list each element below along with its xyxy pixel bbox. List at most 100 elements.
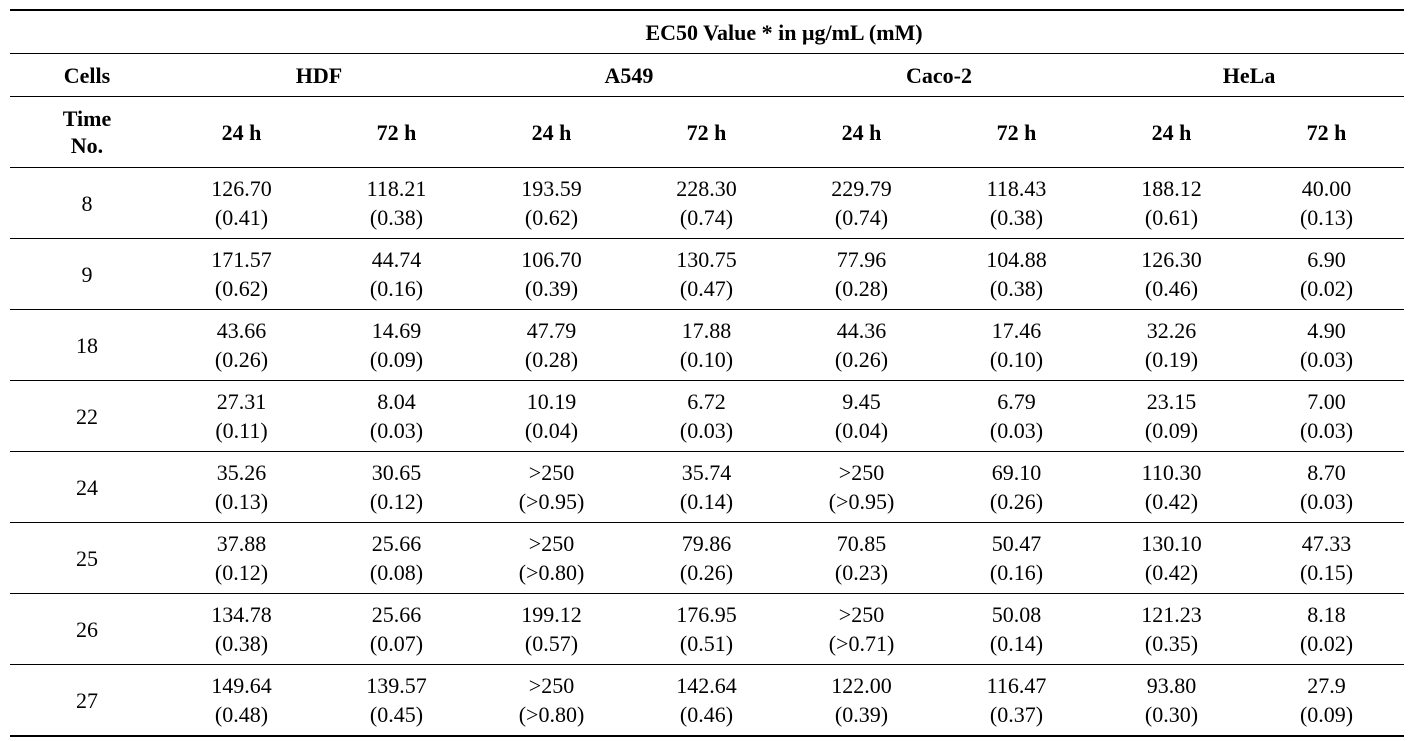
ec50-molar-value: (0.26) (989, 489, 1044, 514)
ec50-cell: 43.66 (0.26) (164, 309, 319, 381)
ec50-cell: 69.10 (0.26) (939, 451, 1094, 523)
ec50-cell: 30.65 (0.12) (319, 451, 474, 523)
ec50-molar-value: (0.62) (214, 276, 269, 301)
compound-number: 22 (10, 380, 164, 452)
ec50-molar-value: (0.38) (989, 276, 1044, 301)
table-row: 8 126.70 (0.41) 118.21 (0.38) 193.59 (0.62) 228… (10, 167, 1405, 239)
time-header: 72 h (319, 96, 474, 168)
ec50-value: 229.79 (831, 176, 892, 201)
ec50-molar-value: (>0.80) (518, 560, 585, 585)
ec50-molar-value: (0.46) (1144, 276, 1199, 301)
ec50-molar-value: (0.12) (369, 489, 424, 514)
ec50-cell: 228.30 (0.74) (629, 167, 784, 239)
ec50-value: 10.19 (526, 389, 577, 414)
ec50-molar-value: (0.35) (1144, 631, 1199, 656)
ec50-cell: 37.88 (0.12) (164, 522, 319, 594)
compound-number: 18 (10, 309, 164, 381)
ec50-value: 32.26 (1146, 318, 1197, 343)
table-row: 18 43.66 (0.26) 14.69 (0.09) 47.79 (0.28) 17.88… (10, 309, 1405, 381)
ec50-value: 70.85 (836, 531, 887, 556)
ec50-value: 27.31 (216, 389, 267, 414)
ec50-value: 121.23 (1141, 602, 1202, 627)
ec50-molar-value: (0.38) (989, 205, 1044, 230)
ec50-value: 8.18 (1307, 602, 1346, 627)
ec50-cell: 130.10 (0.42) (1094, 522, 1249, 594)
ec50-value: 118.43 (986, 176, 1047, 201)
ec50-value: 7.00 (1307, 389, 1346, 414)
ec50-molar-value: (0.26) (834, 347, 889, 372)
ec50-molar-value: (0.09) (1299, 702, 1354, 727)
ec50-molar-value: (0.16) (989, 560, 1044, 585)
ec50-cell: 70.85 (0.23) (784, 522, 939, 594)
ec50-molar-value: (0.04) (524, 418, 579, 443)
ec50-value: 23.15 (1146, 389, 1197, 414)
ec50-cell: 17.46 (0.10) (939, 309, 1094, 381)
ec50-cell: 6.79 (0.03) (939, 380, 1094, 452)
ec50-molar-value: (0.38) (214, 631, 269, 656)
time-header: 24 h (474, 96, 629, 168)
ec50-molar-value: (0.03) (369, 418, 424, 443)
time-label: Time (62, 106, 112, 131)
table-row: 9 171.57 (0.62) 44.74 (0.16) 106.70 (0.39) 130.… (10, 238, 1405, 310)
ec50-molar-value: (0.14) (989, 631, 1044, 656)
ec50-cell: 126.30 (0.46) (1094, 238, 1249, 310)
ec50-value: 17.46 (991, 318, 1042, 343)
ec50-cell: 171.57 (0.62) (164, 238, 319, 310)
ec50-molar-value: (0.02) (1299, 276, 1354, 301)
ec50-cell: 134.78 (0.38) (164, 593, 319, 665)
ec50-value: 130.10 (1141, 531, 1202, 556)
ec50-cell: 10.19 (0.04) (474, 380, 629, 452)
ec50-value: 35.26 (216, 460, 267, 485)
ec50-value: 9.45 (842, 389, 881, 414)
ec50-cell: 229.79 (0.74) (784, 167, 939, 239)
ec50-molar-value: (0.74) (834, 205, 889, 230)
ec50-molar-value: (0.26) (679, 560, 734, 585)
ec50-molar-value: (0.28) (834, 276, 889, 301)
ec50-molar-value: (0.09) (1144, 418, 1199, 443)
ec50-value: >250 (528, 460, 575, 485)
ec50-value: 44.36 (836, 318, 887, 343)
ec50-molar-value: (0.38) (369, 205, 424, 230)
compound-number: 24 (10, 451, 164, 523)
ec50-value: >250 (528, 531, 575, 556)
ec50-molar-value: (0.19) (1144, 347, 1199, 372)
ec50-molar-value: (0.39) (834, 702, 889, 727)
ec50-value: 106.70 (521, 247, 582, 272)
ec50-molar-value: (0.74) (679, 205, 734, 230)
ec50-value: 188.12 (1141, 176, 1202, 201)
ec50-cell: 27.31 (0.11) (164, 380, 319, 452)
ec50-molar-value: (>0.95) (518, 489, 585, 514)
ec50-value: 27.9 (1307, 673, 1346, 698)
cell-line-header-a549: A549 (474, 53, 784, 97)
ec50-value: 110.30 (1141, 460, 1202, 485)
ec50-cell: 122.00 (0.39) (784, 664, 939, 737)
ec50-molar-value: (0.51) (679, 631, 734, 656)
header-empty-cell (10, 9, 164, 54)
table-row: 24 35.26 (0.13) 30.65 (0.12) >250 (>0.95) 35.74… (10, 451, 1405, 523)
ec50-molar-value: (0.03) (679, 418, 734, 443)
ec50-cell: 176.95 (0.51) (629, 593, 784, 665)
ec50-cell: 142.64 (0.46) (629, 664, 784, 737)
cell-line-header-caco2: Caco-2 (784, 53, 1094, 97)
ec50-value: 122.00 (831, 673, 892, 698)
cell-line-header-hela: HeLa (1094, 53, 1405, 97)
ec50-cell: >250 (>0.80) (474, 664, 629, 737)
ec50-cell: 32.26 (0.19) (1094, 309, 1249, 381)
ec50-molar-value: (0.07) (369, 631, 424, 656)
ec50-value: 134.78 (211, 602, 272, 627)
time-header: 72 h (629, 96, 784, 168)
ec50-cell: 8.18 (0.02) (1249, 593, 1405, 665)
ec50-cell: 6.90 (0.02) (1249, 238, 1405, 310)
ec50-molar-value: (0.03) (1299, 347, 1354, 372)
ec50-molar-value: (0.42) (1144, 489, 1199, 514)
ec50-molar-value: (0.48) (214, 702, 269, 727)
ec50-cell: 9.45 (0.04) (784, 380, 939, 452)
ec50-value: 126.70 (211, 176, 272, 201)
ec50-cell: 79.86 (0.26) (629, 522, 784, 594)
ec50-molar-value: (0.12) (214, 560, 269, 585)
compound-number: 9 (10, 238, 164, 310)
ec50-value: 25.66 (371, 531, 422, 556)
ec50-cell: 35.26 (0.13) (164, 451, 319, 523)
ec50-molar-value: (0.03) (989, 418, 1044, 443)
ec50-value: 93.80 (1146, 673, 1197, 698)
